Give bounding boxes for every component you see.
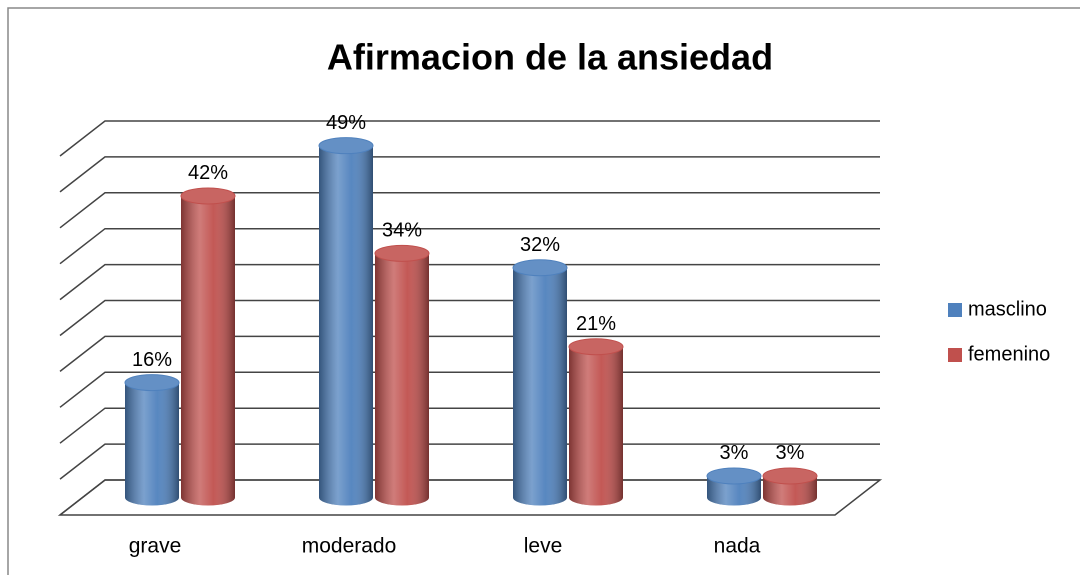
plot: grave 16% 42% moderado 49% 34% leve 32% 21% nada 3… <box>124 112 818 558</box>
legend-label: femenino <box>968 343 1050 365</box>
value-label: 16% <box>132 349 172 371</box>
bar <box>318 137 374 506</box>
cylinder-shade <box>513 267 567 506</box>
bar <box>512 259 568 506</box>
x-tick-label: leve <box>524 535 563 558</box>
grid-line <box>59 156 880 193</box>
bar <box>374 244 430 506</box>
grid-line <box>59 192 880 229</box>
cylinder-top <box>124 374 180 392</box>
cylinder-top <box>374 244 430 262</box>
grid-line <box>59 120 880 157</box>
legend-swatch <box>948 348 962 362</box>
cylinder-shade <box>319 145 373 506</box>
x-tick-label: grave <box>129 535 182 558</box>
grid-line <box>59 335 880 372</box>
chart-title: Afirmacion de la ansiedad <box>327 37 773 78</box>
cylinder-top <box>512 259 568 277</box>
frame <box>7 7 1080 575</box>
value-label: 42% <box>188 162 228 184</box>
value-label: 3% <box>776 442 805 464</box>
value-label: 34% <box>382 220 422 242</box>
cylinder-shade <box>375 253 429 506</box>
value-label: 21% <box>576 313 616 335</box>
cylinder-top <box>318 137 374 155</box>
grid-line <box>59 263 880 301</box>
cylinder-shade <box>125 382 179 506</box>
cylinder-top <box>706 467 762 485</box>
grid-line <box>59 227 880 265</box>
value-label: 3% <box>720 442 749 464</box>
cylinder-shade <box>181 195 235 506</box>
cylinder-top <box>762 467 818 485</box>
value-label: 49% <box>326 112 366 134</box>
bar <box>706 467 762 506</box>
x-tick-label: moderado <box>302 535 397 558</box>
value-label: 32% <box>520 234 560 256</box>
bar <box>762 467 818 506</box>
cylinder-top <box>568 338 624 356</box>
x-tick-label: nada <box>714 535 761 558</box>
cylinder-top <box>180 187 236 205</box>
legend-swatch <box>948 303 962 317</box>
bar <box>124 374 180 506</box>
legend-label: masclino <box>968 298 1047 320</box>
bar <box>180 187 236 506</box>
grid-line <box>59 299 880 337</box>
cylinder-shade <box>569 346 623 506</box>
bar <box>568 338 624 506</box>
